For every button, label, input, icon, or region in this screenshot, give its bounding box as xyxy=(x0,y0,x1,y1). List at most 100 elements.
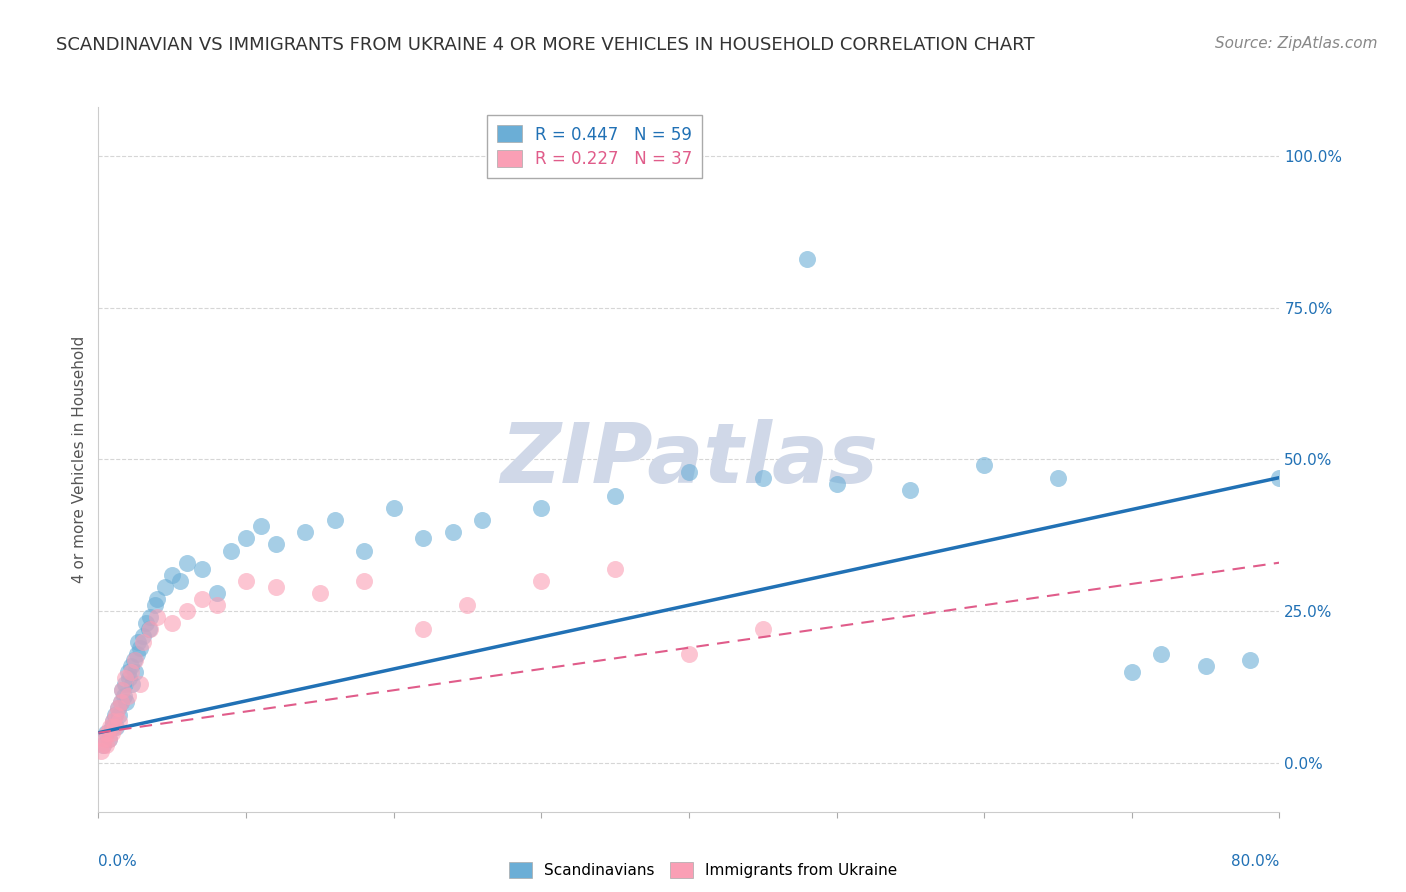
Point xyxy=(90,744,112,758)
Point xyxy=(205,586,228,600)
Point xyxy=(120,659,142,673)
Point xyxy=(96,725,118,739)
Point xyxy=(94,725,117,739)
Text: 0.0%: 0.0% xyxy=(98,854,138,869)
Point xyxy=(104,707,127,722)
Point xyxy=(112,690,135,704)
Point xyxy=(162,616,183,631)
Point xyxy=(221,543,243,558)
Point xyxy=(103,714,125,728)
Point xyxy=(752,623,775,637)
Point xyxy=(294,525,316,540)
Point xyxy=(457,598,479,612)
Text: 80.0%: 80.0% xyxy=(1232,854,1279,869)
Point xyxy=(117,665,139,679)
Point xyxy=(111,683,134,698)
Point xyxy=(678,647,700,661)
Point xyxy=(235,532,257,546)
Point xyxy=(162,567,183,582)
Legend: R = 0.447   N = 59, R = 0.227   N = 37: R = 0.447 N = 59, R = 0.227 N = 37 xyxy=(486,115,702,178)
Point xyxy=(146,610,169,624)
Point xyxy=(107,701,129,715)
Point xyxy=(98,720,121,734)
Point xyxy=(128,677,150,691)
Point xyxy=(678,465,700,479)
Point xyxy=(1150,647,1173,661)
Point xyxy=(412,532,434,546)
Point xyxy=(382,500,405,515)
Point xyxy=(1268,470,1291,484)
Point xyxy=(118,671,141,685)
Point xyxy=(146,592,169,607)
Point xyxy=(323,513,346,527)
Point xyxy=(114,677,136,691)
Point xyxy=(127,634,149,648)
Point xyxy=(139,610,162,624)
Point xyxy=(191,562,214,576)
Point xyxy=(900,483,922,497)
Point xyxy=(796,252,818,266)
Point xyxy=(117,690,139,704)
Point xyxy=(530,500,553,515)
Point xyxy=(91,738,114,752)
Point xyxy=(471,513,494,527)
Point xyxy=(108,707,131,722)
Point xyxy=(93,731,115,746)
Point xyxy=(191,592,214,607)
Point xyxy=(353,574,375,588)
Point xyxy=(110,695,132,709)
Point xyxy=(264,537,287,551)
Point xyxy=(132,628,155,642)
Point xyxy=(1121,665,1143,679)
Point xyxy=(205,598,228,612)
Point xyxy=(124,665,146,679)
Point xyxy=(128,640,150,655)
Point xyxy=(104,720,127,734)
Text: ZIPatlas: ZIPatlas xyxy=(501,419,877,500)
Point xyxy=(110,695,132,709)
Point xyxy=(1047,470,1070,484)
Point xyxy=(94,738,117,752)
Point xyxy=(132,634,155,648)
Y-axis label: 4 or more Vehicles in Household: 4 or more Vehicles in Household xyxy=(72,335,87,583)
Point xyxy=(176,556,198,570)
Point xyxy=(169,574,191,588)
Point xyxy=(143,598,166,612)
Point xyxy=(120,665,142,679)
Point xyxy=(91,738,114,752)
Point xyxy=(1195,659,1218,673)
Point xyxy=(114,671,136,685)
Point xyxy=(309,586,332,600)
Point xyxy=(103,714,125,728)
Point xyxy=(105,707,128,722)
Point xyxy=(264,580,287,594)
Point xyxy=(973,458,995,473)
Point xyxy=(441,525,464,540)
Point xyxy=(139,623,162,637)
Point xyxy=(125,647,148,661)
Point xyxy=(250,519,273,533)
Point xyxy=(124,653,146,667)
Point xyxy=(605,562,627,576)
Point xyxy=(235,574,257,588)
Text: Source: ZipAtlas.com: Source: ZipAtlas.com xyxy=(1215,36,1378,51)
Point xyxy=(97,731,120,746)
Legend: Scandinavians, Immigrants from Ukraine: Scandinavians, Immigrants from Ukraine xyxy=(503,856,903,884)
Point xyxy=(176,604,198,618)
Point xyxy=(825,476,848,491)
Point xyxy=(115,695,138,709)
Point xyxy=(530,574,553,588)
Point xyxy=(605,489,627,503)
Point xyxy=(108,714,131,728)
Point xyxy=(138,623,160,637)
Point xyxy=(100,720,122,734)
Point xyxy=(153,580,176,594)
Point xyxy=(100,725,122,739)
Point xyxy=(107,701,129,715)
Point xyxy=(122,653,145,667)
Text: SCANDINAVIAN VS IMMIGRANTS FROM UKRAINE 4 OR MORE VEHICLES IN HOUSEHOLD CORRELAT: SCANDINAVIAN VS IMMIGRANTS FROM UKRAINE … xyxy=(56,36,1035,54)
Point xyxy=(105,720,128,734)
Point xyxy=(1239,653,1261,667)
Point xyxy=(135,616,157,631)
Point xyxy=(412,623,434,637)
